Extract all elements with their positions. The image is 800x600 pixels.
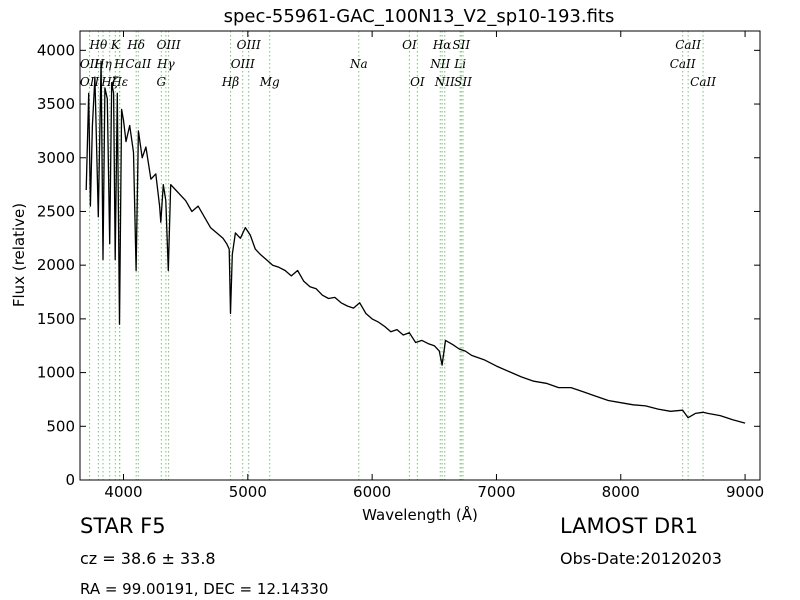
line-label-25: SII bbox=[454, 75, 472, 89]
line-label-27: CaII bbox=[675, 38, 701, 52]
line-label-17: Na bbox=[349, 57, 368, 71]
y-tick-label-3: 1500 bbox=[37, 310, 75, 328]
spectrum-series bbox=[85, 60, 746, 424]
line-label-16: Mg bbox=[259, 75, 280, 89]
x-tick-label-0: 4000 bbox=[104, 483, 142, 501]
line-label-26: CaII bbox=[670, 57, 696, 71]
y-axis-label: Flux (relative) bbox=[10, 203, 28, 307]
y-tick-label-6: 3000 bbox=[37, 149, 75, 167]
line-label-7: Hε bbox=[110, 75, 128, 89]
plot-frame bbox=[79, 30, 761, 481]
line-label-23: Li bbox=[453, 57, 466, 71]
line-label-21: Hα bbox=[432, 38, 452, 52]
y-tick-label-1: 500 bbox=[46, 417, 75, 435]
line-label-5: K bbox=[110, 38, 121, 52]
spectral-line-labels: OII OII Hθ Hη Hζ KH Hε Hδ CaII G Hγ OIII Hβ OIII OIII M… bbox=[80, 38, 716, 89]
line-label-13: Hβ bbox=[221, 75, 239, 89]
spectrum-line-0 bbox=[85, 60, 746, 424]
x-tick-label-4: 8000 bbox=[602, 483, 640, 501]
y-axis: 0 500 1000 1500 2000 2500 3000 3500 4000 bbox=[37, 41, 760, 489]
x-tick-label-5: 9000 bbox=[726, 483, 764, 501]
line-label-6: H bbox=[113, 57, 125, 71]
chart-title: spec-55961-GAC_100N13_V2_sp10-193.fits bbox=[224, 6, 615, 27]
obs-date-label: Obs-Date:20120203 bbox=[560, 549, 722, 568]
x-axis: 4000 5000 6000 7000 8000 9000 bbox=[104, 31, 764, 501]
y-tick-label-0: 0 bbox=[65, 471, 75, 489]
line-label-14: OIII bbox=[231, 57, 255, 71]
line-label-9: CaII bbox=[125, 57, 151, 71]
line-label-18: OI bbox=[402, 38, 417, 52]
line-label-20: NII bbox=[429, 57, 450, 71]
y-tick-label-8: 4000 bbox=[37, 41, 75, 59]
y-tick-label-5: 2500 bbox=[37, 202, 75, 220]
y-tick-label-7: 3500 bbox=[37, 95, 75, 113]
line-label-4: Hζ bbox=[100, 75, 119, 89]
line-label-11: Hγ bbox=[156, 57, 175, 71]
line-label-1: OII bbox=[80, 57, 100, 71]
line-label-24: SII bbox=[452, 38, 470, 52]
line-label-10: G bbox=[157, 75, 167, 89]
line-label-8: Hδ bbox=[126, 38, 145, 52]
line-label-15: OIII bbox=[237, 38, 261, 52]
line-label-22: NII bbox=[434, 75, 455, 89]
line-label-0: OII bbox=[80, 75, 100, 89]
line-label-12: OIII bbox=[157, 38, 181, 52]
y-tick-label-4: 2000 bbox=[37, 256, 75, 274]
x-axis-label: Wavelength (Å) bbox=[362, 505, 478, 524]
x-tick-label-2: 6000 bbox=[353, 483, 391, 501]
y-tick-label-2: 1000 bbox=[37, 364, 75, 382]
line-label-3: Hη bbox=[93, 57, 112, 71]
coordinates-label: RA = 99.00191, DEC = 12.14330 bbox=[80, 580, 329, 598]
line-label-28: CaII bbox=[690, 75, 716, 89]
x-tick-label-1: 5000 bbox=[229, 483, 267, 501]
line-label-19: OI bbox=[410, 75, 425, 89]
line-label-2: Hθ bbox=[89, 38, 108, 52]
survey-label: LAMOST DR1 bbox=[560, 514, 699, 538]
x-tick-label-3: 7000 bbox=[477, 483, 515, 501]
redshift-label: cz = 38.6 ± 33.8 bbox=[80, 549, 216, 568]
classification-label: STAR F5 bbox=[80, 514, 166, 538]
spectral-line-markers bbox=[89, 31, 704, 480]
